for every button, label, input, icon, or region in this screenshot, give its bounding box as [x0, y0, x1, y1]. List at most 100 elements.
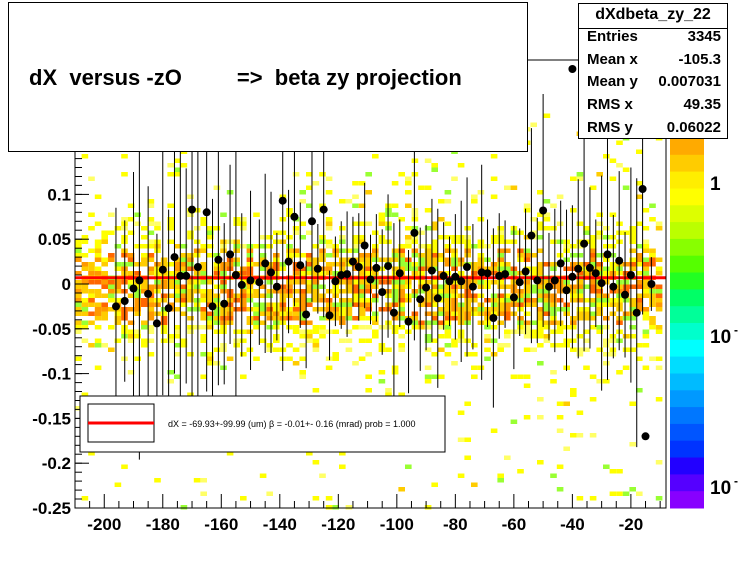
heat-cell — [358, 271, 366, 276]
heat-cell — [81, 338, 89, 343]
heat-cell — [75, 271, 82, 276]
data-point — [129, 284, 138, 293]
heat-cell — [570, 244, 577, 249]
heat-cell — [134, 271, 141, 276]
heat-cell — [438, 325, 445, 330]
heat-cell — [537, 460, 544, 465]
heat-cell — [497, 226, 504, 231]
heat-cell — [160, 325, 168, 330]
heat-cell — [418, 284, 425, 289]
heat-cell — [655, 284, 663, 289]
heat-cell — [464, 352, 471, 357]
heat-cell — [200, 217, 207, 222]
heat-cell — [537, 262, 544, 267]
heat-cell — [543, 280, 551, 285]
heat-cell — [299, 253, 306, 258]
data-point — [404, 317, 413, 326]
heat-cell — [94, 257, 102, 262]
heat-cell — [240, 374, 247, 379]
heat-cell — [583, 271, 590, 276]
heat-cell — [391, 316, 399, 321]
heat-cell — [127, 293, 135, 298]
y-tick-label: -0.1 — [42, 365, 71, 384]
heat-cell — [550, 226, 557, 231]
data-point — [378, 288, 387, 297]
heat-cell — [259, 244, 267, 249]
heat-cell — [517, 320, 524, 325]
heat-cell — [629, 347, 636, 352]
heat-cell — [114, 316, 122, 321]
heat-cell — [101, 293, 108, 298]
heat-cell — [240, 217, 247, 222]
heat-cell — [134, 289, 141, 294]
data-point — [457, 277, 466, 286]
heat-cell — [424, 226, 432, 231]
heat-cell — [292, 172, 300, 177]
heat-cell — [213, 311, 221, 316]
heat-cell — [589, 433, 597, 438]
heat-cell — [319, 307, 326, 312]
heat-cell — [504, 334, 511, 339]
heat-cell — [339, 451, 346, 456]
heat-cell — [266, 311, 273, 316]
heat-cell — [431, 253, 438, 258]
heat-cell — [365, 289, 372, 294]
color-scale-cell — [670, 323, 704, 341]
heat-cell — [411, 217, 419, 222]
heat-cell — [306, 451, 313, 456]
heat-cell — [424, 185, 432, 190]
heat-cell — [325, 365, 333, 370]
heat-cell — [220, 271, 227, 276]
heat-cell — [616, 163, 623, 168]
heat-cell — [193, 280, 201, 285]
heat-cell — [550, 316, 557, 321]
heat-cell — [94, 302, 102, 307]
heat-cell — [589, 280, 597, 285]
heat-cell — [220, 248, 227, 253]
heat-cell — [160, 320, 168, 325]
heat-cell — [504, 307, 511, 312]
heat-cell — [464, 244, 471, 249]
heat-cell — [292, 271, 300, 276]
heat-cell — [451, 176, 458, 181]
heat-cell — [444, 298, 452, 303]
heat-cell — [325, 239, 333, 244]
heat-cell — [193, 253, 201, 258]
heat-cell — [213, 320, 221, 325]
heat-cell — [378, 370, 386, 375]
heat-cell — [358, 356, 366, 361]
heat-cell — [543, 262, 551, 267]
heat-cell — [233, 257, 240, 262]
color-scale-cell — [670, 306, 704, 324]
heat-cell — [253, 316, 260, 321]
heat-cell — [81, 280, 89, 285]
heat-cell — [273, 257, 280, 262]
heat-cell — [477, 311, 485, 316]
heat-cell — [642, 334, 650, 339]
heat-cell — [391, 289, 399, 294]
heat-cell — [358, 235, 366, 240]
heat-cell — [642, 316, 650, 321]
heat-cell — [398, 217, 405, 222]
heat-cell — [358, 289, 366, 294]
heat-cell — [655, 293, 663, 298]
heat-cell — [319, 257, 326, 262]
heat-cell — [88, 311, 95, 316]
heat-cell — [391, 266, 399, 271]
heat-cell — [306, 271, 313, 276]
heat-cell — [286, 280, 293, 285]
heat-cell — [345, 505, 353, 510]
data-point — [255, 278, 264, 287]
heat-cell — [464, 235, 471, 240]
heat-cell — [180, 302, 188, 307]
heat-cell — [431, 248, 438, 253]
heat-cell — [339, 298, 346, 303]
data-point — [188, 205, 196, 214]
heat-cell — [167, 262, 174, 267]
heat-cell — [543, 311, 551, 316]
heat-cell — [629, 230, 636, 235]
heat-cell — [537, 307, 544, 312]
heat-cell — [266, 262, 273, 267]
heat-cell — [339, 248, 346, 253]
heat-cell — [490, 302, 498, 307]
